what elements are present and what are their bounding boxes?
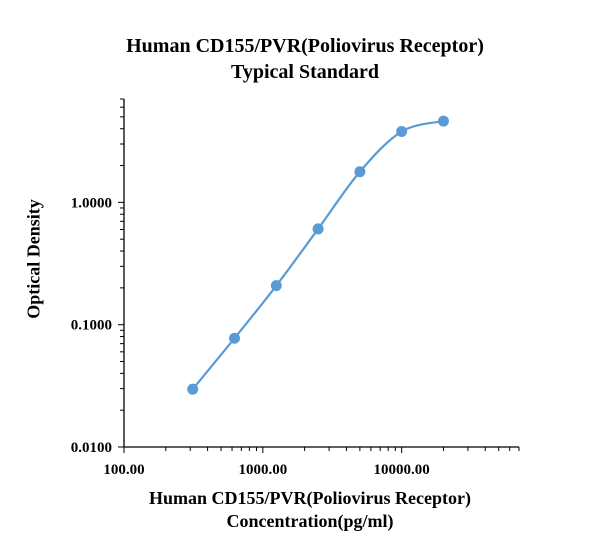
data-point	[437, 115, 449, 127]
data-point	[396, 126, 408, 138]
tick-labels: 100.00 1000.00 10000.00 0.0100 0.1000 1.0000	[71, 195, 430, 478]
data-point	[354, 166, 366, 178]
x-tick-label: 1000.00	[238, 462, 287, 478]
series-layer	[187, 115, 449, 395]
data-point	[187, 383, 199, 395]
axes	[118, 98, 520, 453]
x-axis-label: Human CD155/PVR(Poliovirus Receptor) Con…	[0, 487, 610, 533]
x-tick-label: 100.00	[103, 462, 144, 478]
data-point	[228, 332, 240, 344]
y-tick-label: 0.0100	[71, 440, 112, 456]
y-axis-label: Optical Density	[23, 199, 44, 319]
y-tick-label: 1.0000	[71, 195, 112, 211]
chart-title-line-2: Typical Standard	[231, 61, 379, 83]
x-axis-label-line-1: Human CD155/PVR(Poliovirus Receptor)	[149, 488, 471, 508]
x-tick-label: 10000.00	[374, 462, 430, 478]
series-line	[191, 119, 444, 390]
chart-title-line-1: Human CD155/PVR(Poliovirus Receptor)	[126, 35, 484, 57]
data-point	[270, 280, 282, 292]
chart-title: Human CD155/PVR(Poliovirus Receptor) Typ…	[0, 33, 610, 85]
x-axis-label-line-2: Concentration(pg/ml)	[226, 511, 394, 531]
data-point	[312, 223, 324, 235]
y-tick-label: 0.1000	[71, 318, 112, 334]
